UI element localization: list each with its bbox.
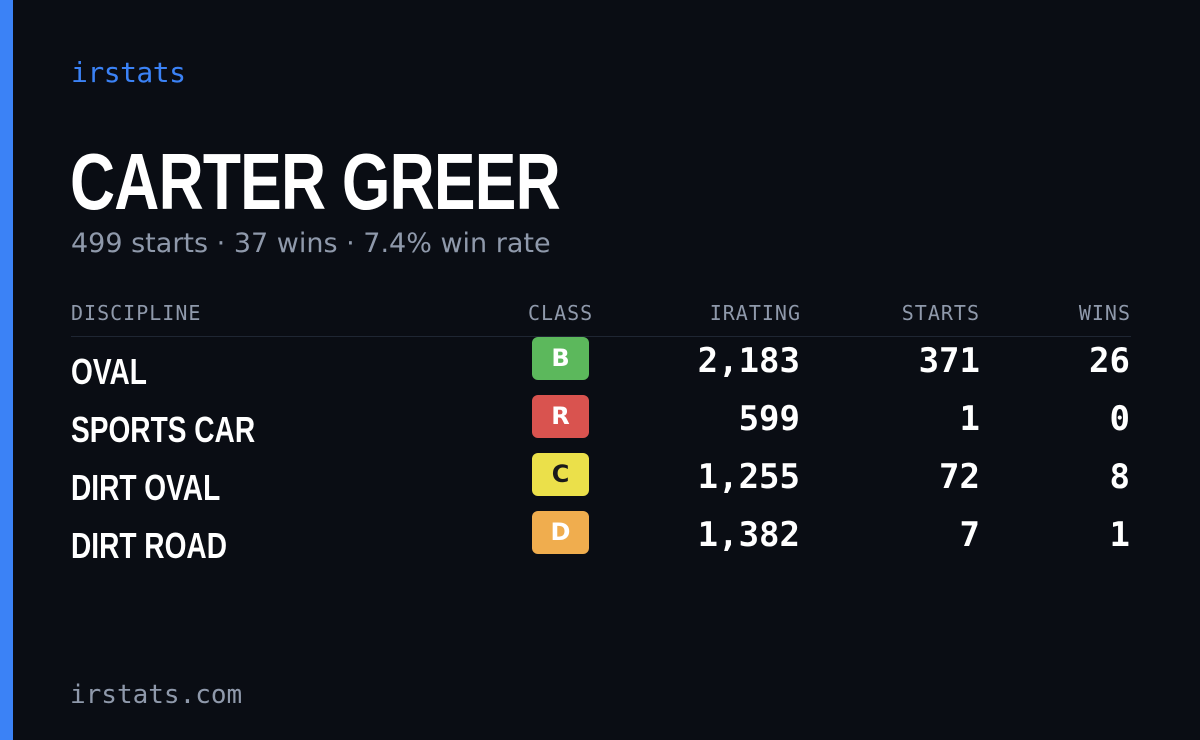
wins-value: 0 [1109, 399, 1130, 439]
table-row: DIRT OVAL C 1,255 72 8 [71, 453, 1131, 511]
discipline-table: DISCIPLINE CLASS IRATING STARTS WINS OVA… [71, 298, 1131, 569]
discipline-name: DIRT ROAD [71, 525, 227, 566]
irating-value: 1,382 [697, 515, 800, 555]
summary-separator: · [337, 228, 364, 259]
class-badge: D [532, 511, 589, 554]
summary-win-rate: 7.4% win rate [363, 228, 551, 259]
header-discipline: DISCIPLINE [71, 301, 202, 325]
irating-value: 2,183 [697, 341, 800, 381]
starts-value: 1 [959, 399, 980, 439]
table-header: DISCIPLINE CLASS IRATING STARTS WINS [71, 298, 1131, 337]
wins-value: 26 [1089, 341, 1130, 381]
driver-summary: 499 starts · 37 wins · 7.4% win rate [71, 228, 551, 259]
accent-bar [0, 0, 13, 740]
class-badge: C [532, 453, 589, 496]
header-class: CLASS [528, 301, 594, 325]
starts-value: 72 [939, 457, 980, 497]
discipline-name: SPORTS CAR [71, 409, 256, 450]
class-badge: B [532, 337, 589, 380]
table-row: SPORTS CAR R 599 1 0 [71, 395, 1131, 453]
footer-url[interactable]: irstats.com [70, 680, 243, 710]
discipline-name: OVAL [71, 351, 147, 392]
table-row: DIRT ROAD D 1,382 7 1 [71, 511, 1131, 569]
header-wins: WINS [1078, 301, 1131, 325]
summary-wins: 37 wins [233, 228, 338, 259]
table-row: OVAL B 2,183 371 26 [71, 337, 1131, 395]
irating-value: 1,255 [697, 457, 800, 497]
irating-value: 599 [738, 399, 800, 439]
driver-name: CARTER GREER [70, 137, 561, 226]
starts-value: 371 [918, 341, 980, 381]
summary-starts: 499 starts [71, 228, 209, 259]
wins-value: 1 [1109, 515, 1130, 555]
summary-separator: · [208, 228, 234, 259]
header-irating: IRATING [709, 301, 801, 325]
brand-logo: irstats [71, 56, 186, 89]
header-starts: STARTS [901, 301, 980, 325]
discipline-name: DIRT OVAL [71, 467, 221, 508]
wins-value: 8 [1109, 457, 1130, 497]
starts-value: 7 [959, 515, 980, 555]
class-badge: R [532, 395, 589, 438]
